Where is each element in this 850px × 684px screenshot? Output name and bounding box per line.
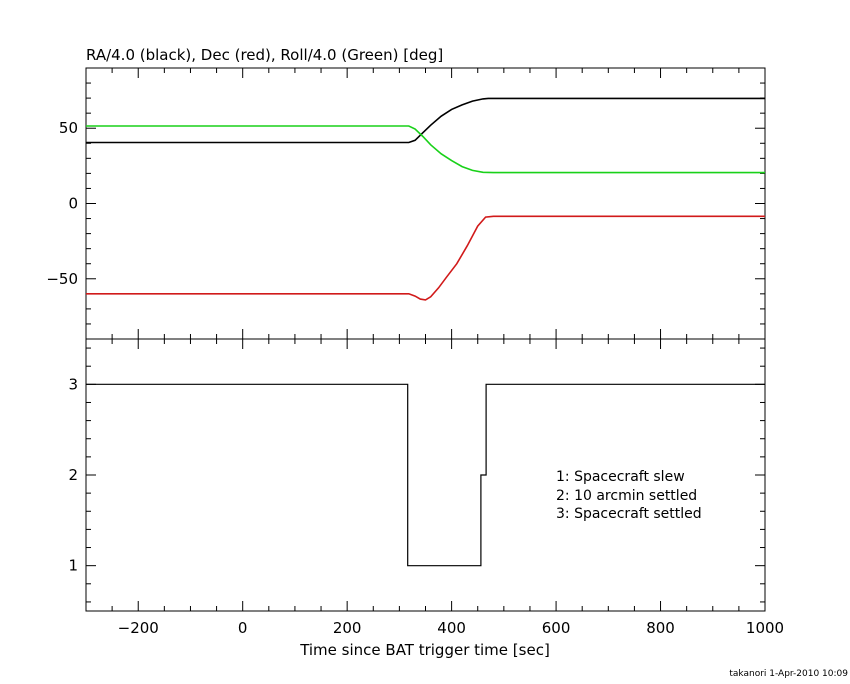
x-tick-label: −200 [118, 619, 159, 637]
y-tick-label: 3 [68, 375, 78, 393]
y-tick-label: 2 [68, 466, 78, 484]
series-ra-line [86, 97, 765, 144]
legend-line-2: 2: 10 arcmin settled [556, 488, 697, 504]
top-panel-title: RA/4.0 (black), Dec (red), Roll/4.0 (Gre… [86, 46, 443, 64]
y-tick-label: 1 [68, 557, 78, 575]
x-tick-label: 200 [333, 619, 362, 637]
x-tick-label: 0 [238, 619, 248, 637]
tick-marks [85, 67, 766, 611]
x-tick-label: 800 [646, 619, 675, 637]
y-tick-label: 0 [68, 195, 78, 213]
y-tick-label: 50 [59, 119, 78, 137]
x-tick-label: 1000 [746, 619, 784, 637]
series-dec-line [86, 215, 765, 301]
footer-credit: takanori 1-Apr-2010 10:09 [729, 669, 848, 679]
top-panel-frame [85, 67, 766, 340]
series-status-line [86, 383, 765, 567]
x-tick-label: 400 [437, 619, 466, 637]
series-roll-line [86, 125, 765, 174]
series-lines [86, 97, 765, 567]
legend-line-1: 1: Spacecraft slew [556, 469, 685, 485]
x-tick-label: 600 [542, 619, 571, 637]
y-tick-label: −50 [46, 270, 78, 288]
legend-line-3: 3: Spacecraft settled [556, 506, 702, 522]
tick-labels: −50 0 50 1 2 3 −200 0 200 400 600 800 1000 [46, 119, 784, 637]
x-axis-label: Time since BAT trigger time [sec] [299, 641, 550, 659]
